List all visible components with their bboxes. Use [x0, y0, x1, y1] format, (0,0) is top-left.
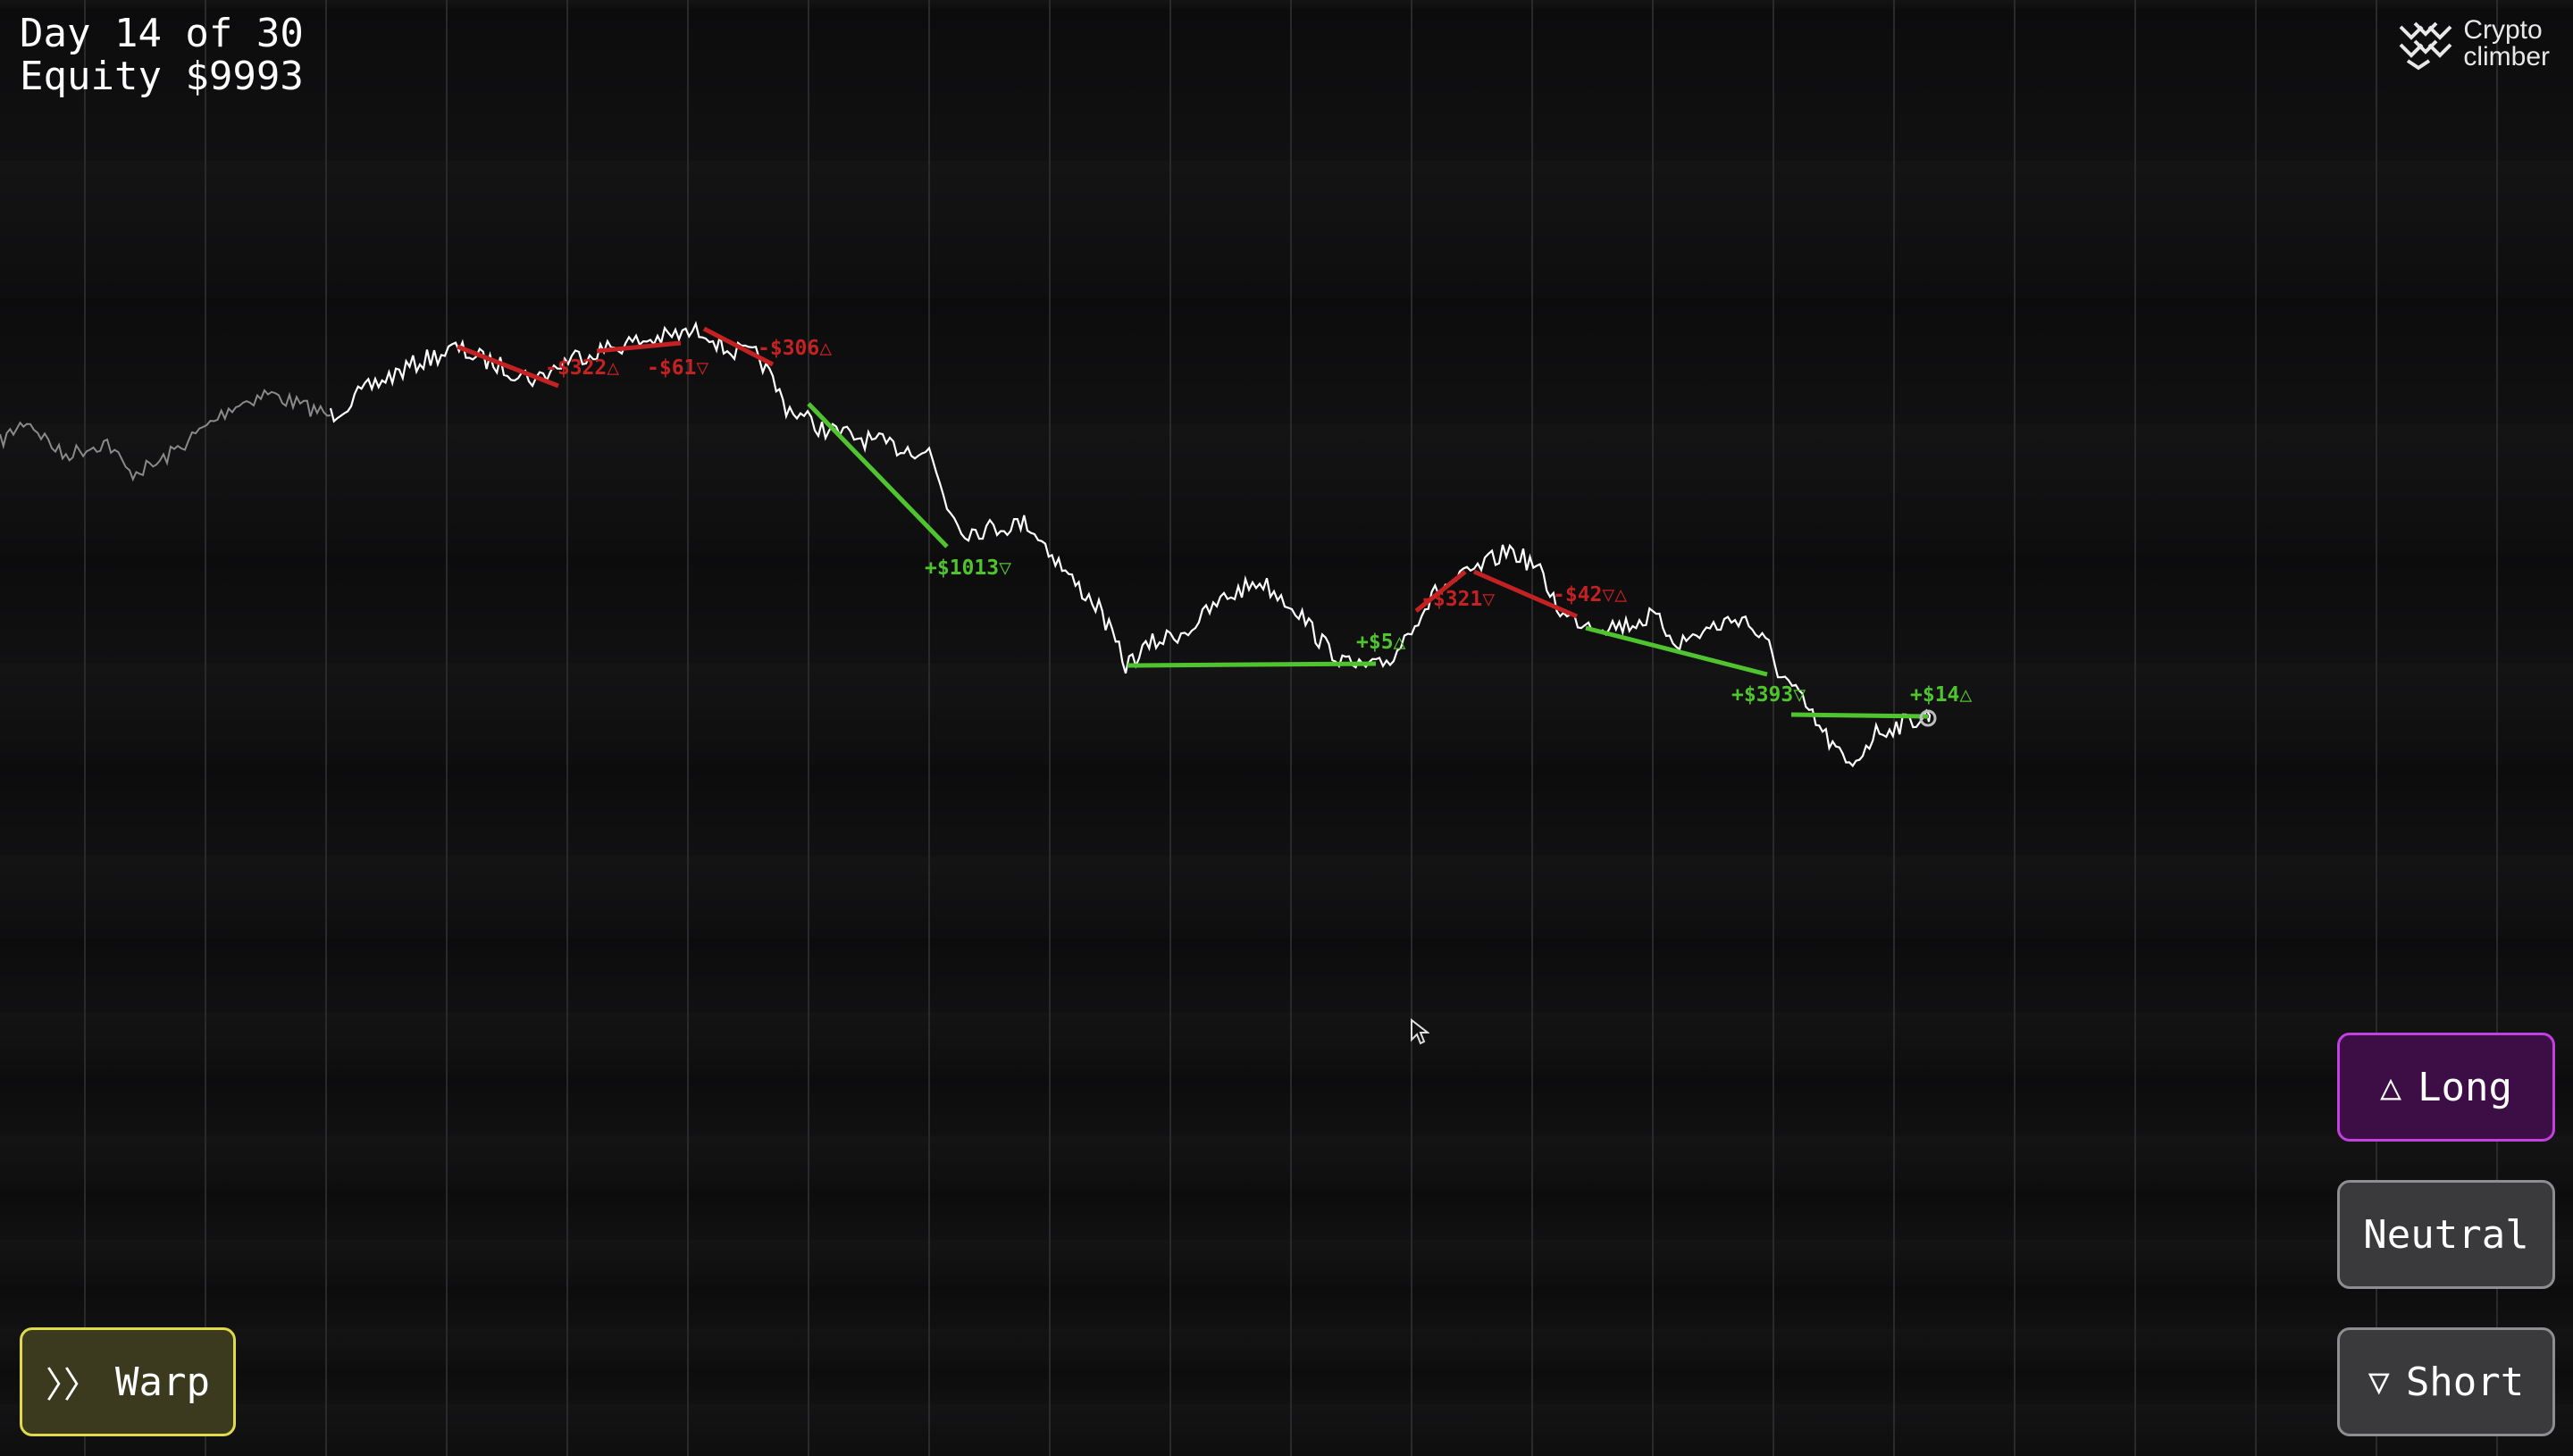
background-band — [0, 0, 2573, 9]
trade-labels: -$322△ -$61▽ -$306△ +$1013▽ +$5△ -$321▽ -$42▽△… — [545, 337, 1972, 707]
triangle-down-icon: ▽ — [2368, 1361, 2390, 1402]
current-price-marker — [1919, 709, 1937, 727]
trade-label: -$321▽ — [1421, 588, 1495, 611]
trade-label: -$61▽ — [647, 356, 708, 380]
background-band — [0, 664, 2573, 764]
background-band — [0, 1136, 2573, 1190]
hud: Day 14 of 30 Equity $9993 — [20, 13, 304, 98]
trade-segment-loss — [1414, 570, 1467, 613]
price-line — [329, 321, 1932, 768]
trade-segment-loss — [702, 326, 775, 367]
background-band — [0, 9, 2573, 161]
mouse-cursor-icon — [1411, 1018, 1429, 1045]
background-band — [0, 764, 2573, 856]
logo: Crypto climber — [2395, 16, 2550, 71]
background-band — [0, 1190, 2573, 1240]
logo-line-1: Crypto — [2463, 15, 2543, 45]
trade-segment-loss — [596, 340, 682, 354]
trade-segment-loss — [457, 344, 559, 389]
trade-label: -$322△ — [545, 356, 619, 380]
trade-segment-profit — [807, 402, 949, 548]
price-history-line — [0, 389, 331, 482]
trade-segment-profit — [1127, 661, 1377, 668]
trade-segments — [457, 326, 1929, 719]
background-band — [0, 938, 2573, 1012]
warp-button-label: Warp — [115, 1359, 210, 1405]
trade-label: +$14△ — [1910, 683, 1972, 707]
trade-segment-loss — [1473, 569, 1578, 619]
trade-label: +$393▽ — [1731, 683, 1806, 707]
trade-label: +$5△ — [1356, 631, 1406, 654]
neutral-button-label: Neutral — [2363, 1211, 2529, 1258]
logo-line-2: climber — [2463, 42, 2550, 71]
background-band — [0, 1329, 2573, 1368]
double-chevron-right-icon: 〉〉 — [46, 1365, 100, 1406]
background-band — [0, 1012, 2573, 1076]
background-band — [0, 1368, 2573, 1404]
short-button-label: Short — [2405, 1359, 2525, 1405]
neutral-button[interactable]: Neutral — [2337, 1180, 2555, 1289]
warp-button[interactable]: 〉〉 Warp — [20, 1327, 236, 1436]
crypto-climber-logo-icon — [2399, 21, 2452, 71]
long-button-label: Long — [2418, 1064, 2513, 1110]
trade-label: +$1013▽ — [925, 556, 1011, 580]
background-band — [0, 1286, 2573, 1329]
background-band — [0, 856, 2573, 938]
trade-segment-profit — [1585, 625, 1768, 677]
background-band — [0, 1076, 2573, 1136]
background-band — [0, 1240, 2573, 1286]
day-counter: Day 14 of 30 — [20, 11, 304, 56]
background-band — [0, 554, 2573, 664]
background-band — [0, 1404, 2573, 1456]
background-band — [0, 424, 2573, 554]
long-button[interactable]: △ Long — [2337, 1033, 2555, 1142]
trade-label: -$42▽△ — [1553, 583, 1627, 607]
trade-segment-profit — [1790, 712, 1929, 719]
triangle-up-icon: △ — [2379, 1067, 2402, 1108]
background-band — [0, 161, 2573, 298]
trade-label: -$306△ — [758, 337, 832, 360]
equity-readout: Equity $9993 — [20, 54, 304, 99]
short-button[interactable]: ▽ Short — [2337, 1327, 2555, 1436]
